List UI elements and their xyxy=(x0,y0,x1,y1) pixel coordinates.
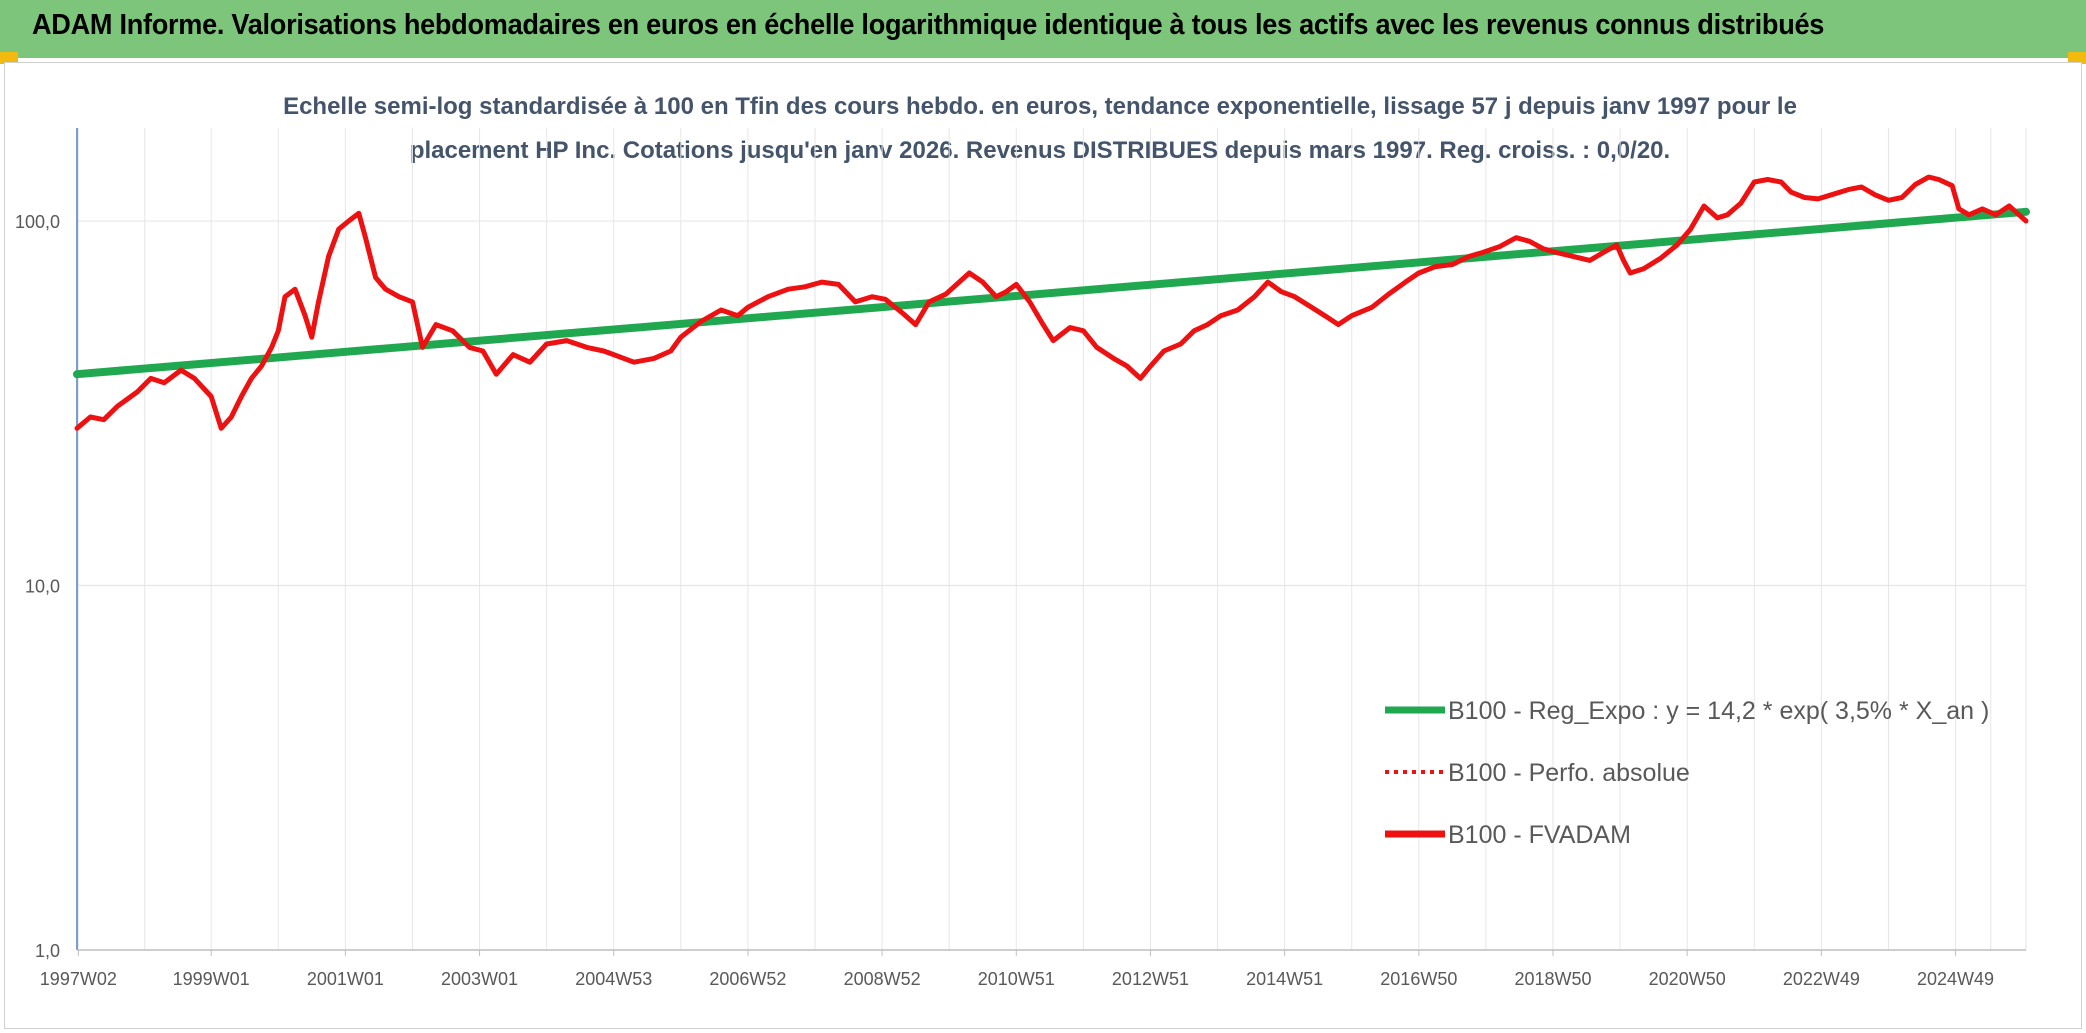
x-tick-label: 2014W51 xyxy=(1246,969,1323,989)
x-tick-label: 1997W02 xyxy=(40,969,117,989)
y-tick-label: 10,0 xyxy=(25,577,60,597)
corner-marker-right xyxy=(2068,52,2086,64)
corner-marker-left xyxy=(0,52,18,64)
legend-label-0: B100 - Reg_Expo : y = 14,2 * exp( 3,5% *… xyxy=(1448,697,1989,725)
x-tick-label: 2016W50 xyxy=(1380,969,1457,989)
x-tick-label: 2003W01 xyxy=(441,969,518,989)
page-title: ADAM Informe. Valorisations hebdomadaire… xyxy=(32,9,1825,41)
series-line-fvadam xyxy=(74,174,2029,431)
x-tick-label: 2022W49 xyxy=(1783,969,1860,989)
header-bar: ADAM Informe. Valorisations hebdomadaire… xyxy=(0,0,2086,58)
series xyxy=(73,174,2030,431)
y-tick-label: 1,0 xyxy=(35,941,60,961)
y-tick-label: 100,0 xyxy=(15,212,60,232)
x-tick-label: 2008W52 xyxy=(844,969,921,989)
x-tick-label: 2006W52 xyxy=(709,969,786,989)
x-tick-label: 1999W01 xyxy=(173,969,250,989)
x-tick-label: 2004W53 xyxy=(575,969,652,989)
x-tick-label: 2018W50 xyxy=(1514,969,1591,989)
chart-subtitle-line-2: placement HP Inc. Cotations jusqu'en jan… xyxy=(410,137,1670,164)
chart-frame xyxy=(4,62,2082,1029)
legend-label-2: B100 - FVADAM xyxy=(1448,821,1631,849)
chart-subtitle-line-1: Echelle semi-log standardisée à 100 en T… xyxy=(283,93,1797,120)
x-tick-label: 2024W49 xyxy=(1917,969,1994,989)
x-tick-label: 2020W50 xyxy=(1649,969,1726,989)
x-tick-label: 2001W01 xyxy=(307,969,384,989)
axes: 1,0 10,0 100,0 1997W02 1999W01 2001W01 2003W01… xyxy=(15,128,2026,989)
x-tick-label: 2012W51 xyxy=(1112,969,1189,989)
x-tick-label: 2010W51 xyxy=(978,969,1055,989)
legend-label-1: B100 - Perfo. absolue xyxy=(1448,759,1690,787)
series-line-reg_expo xyxy=(73,207,2030,379)
legend: B100 - Reg_Expo : y = 14,2 * exp( 3,5% *… xyxy=(1385,697,1989,849)
